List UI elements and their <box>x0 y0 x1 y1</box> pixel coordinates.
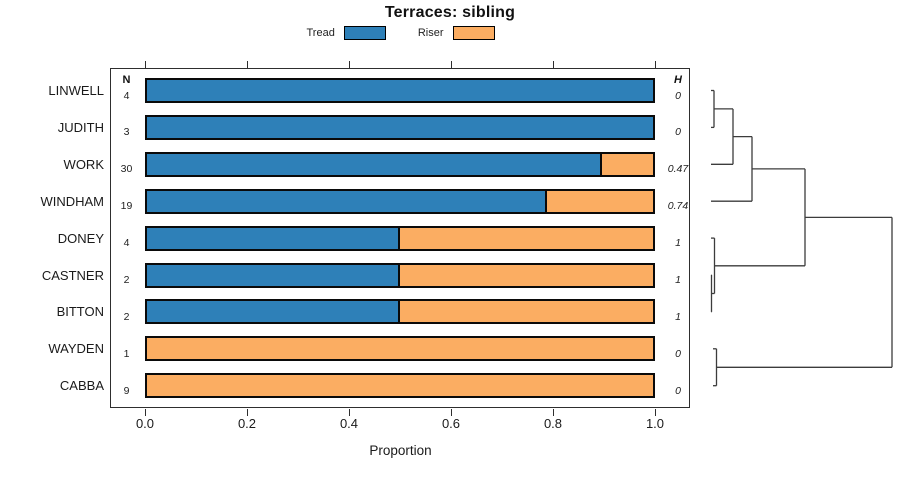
n-value: 2 <box>123 310 130 323</box>
legend-label-riser: Riser <box>417 27 444 39</box>
n-value: 9 <box>123 384 130 397</box>
h-value: 1 <box>675 274 681 286</box>
category-label: DONEY <box>57 230 104 246</box>
legend-swatch-tread <box>343 26 386 40</box>
h-value: 0.74 <box>667 200 689 213</box>
category-label: BITTON <box>56 304 104 320</box>
n-value: 4 <box>123 89 130 102</box>
bar-row <box>145 336 655 362</box>
chart-title: Terraces: sibling <box>384 4 516 21</box>
category-label: CABBA <box>59 378 104 394</box>
x-tick-bottom <box>654 409 656 416</box>
x-tick-label: 0.0 <box>135 416 155 431</box>
bar-row <box>145 188 655 214</box>
bar-row <box>145 225 655 251</box>
x-tick-bottom <box>450 409 452 416</box>
x-tick-top <box>450 61 452 68</box>
bar-row <box>145 114 655 140</box>
h-value: 0 <box>675 347 681 360</box>
x-axis-label: Proportion <box>369 443 432 458</box>
n-value: 1 <box>123 347 130 360</box>
bar-segment-tread <box>147 301 400 323</box>
bar-row <box>145 299 655 325</box>
x-tick-bottom <box>552 409 554 416</box>
legend-item-tread: Tread <box>307 26 386 40</box>
n-value: 2 <box>123 274 130 286</box>
n-value: 19 <box>120 200 133 213</box>
bar-segment-tread <box>147 227 400 249</box>
bar-row <box>145 78 655 103</box>
h-value: 0.47 <box>667 163 689 176</box>
x-tick-top <box>348 61 350 68</box>
x-tick-top <box>144 61 146 68</box>
h-value: 0 <box>675 384 681 397</box>
n-value: 4 <box>123 237 130 250</box>
x-tick-top <box>246 61 248 68</box>
h-value: 0 <box>675 126 681 139</box>
legend: Tread Riser <box>110 26 691 40</box>
x-tick-top <box>552 61 554 68</box>
x-tick-top <box>654 61 656 68</box>
n-value: 30 <box>120 163 133 176</box>
x-tick-label: 0.4 <box>339 416 359 431</box>
x-tick-bottom <box>246 409 248 416</box>
legend-swatch-riser <box>452 26 495 40</box>
category-label: WINDHAM <box>40 193 104 209</box>
bar-segment-tread <box>147 116 653 138</box>
bar-row <box>145 262 655 288</box>
x-tick-label: 0.8 <box>543 416 563 431</box>
x-tick-bottom <box>144 409 146 416</box>
bar-segment-tread <box>147 153 603 175</box>
n-column-header: N <box>122 74 131 86</box>
legend-label-tread: Tread <box>306 27 335 39</box>
x-tick-bottom <box>348 409 350 416</box>
category-label: CASTNER <box>41 267 104 283</box>
plot-frame <box>110 68 690 408</box>
x-tick-label: 0.6 <box>441 416 461 431</box>
h-column-header: H <box>674 74 682 86</box>
bar-segment-tread <box>147 264 400 286</box>
bar-segment-tread <box>147 190 547 212</box>
category-label: JUDITH <box>57 119 104 135</box>
bar-row <box>145 373 655 399</box>
category-label: WORK <box>63 156 104 172</box>
category-label: LINWELL <box>48 83 104 98</box>
h-value: 0 <box>675 89 681 102</box>
bar-row <box>145 151 655 177</box>
h-value: 1 <box>675 237 681 250</box>
n-value: 3 <box>123 126 130 139</box>
category-label: WAYDEN <box>48 341 104 357</box>
x-tick-label: 1.0 <box>645 416 665 431</box>
x-tick-label: 0.2 <box>237 416 257 431</box>
legend-item-riser: Riser <box>418 26 495 40</box>
h-value: 1 <box>675 310 681 323</box>
bar-segment-tread <box>147 80 653 101</box>
